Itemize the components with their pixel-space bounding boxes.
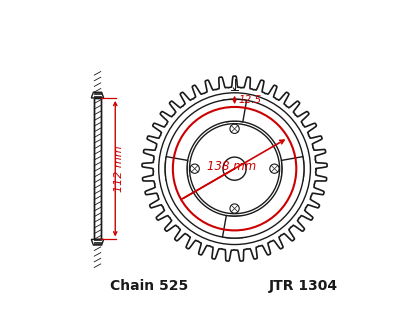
Text: Chain 525: Chain 525 — [110, 279, 188, 293]
Polygon shape — [222, 99, 304, 181]
Bar — [94, 98, 101, 239]
Polygon shape — [165, 99, 247, 181]
Polygon shape — [165, 157, 247, 238]
Text: 12.5: 12.5 — [239, 95, 262, 105]
Circle shape — [230, 204, 239, 213]
Text: JTR 1304: JTR 1304 — [269, 279, 338, 293]
Polygon shape — [91, 239, 104, 245]
Bar — [94, 98, 101, 239]
Polygon shape — [222, 157, 304, 238]
Circle shape — [190, 164, 199, 173]
Circle shape — [230, 124, 239, 134]
Polygon shape — [91, 92, 104, 98]
Text: 112 mm: 112 mm — [114, 145, 124, 192]
Circle shape — [270, 164, 279, 173]
Text: 138 mm: 138 mm — [207, 160, 257, 173]
